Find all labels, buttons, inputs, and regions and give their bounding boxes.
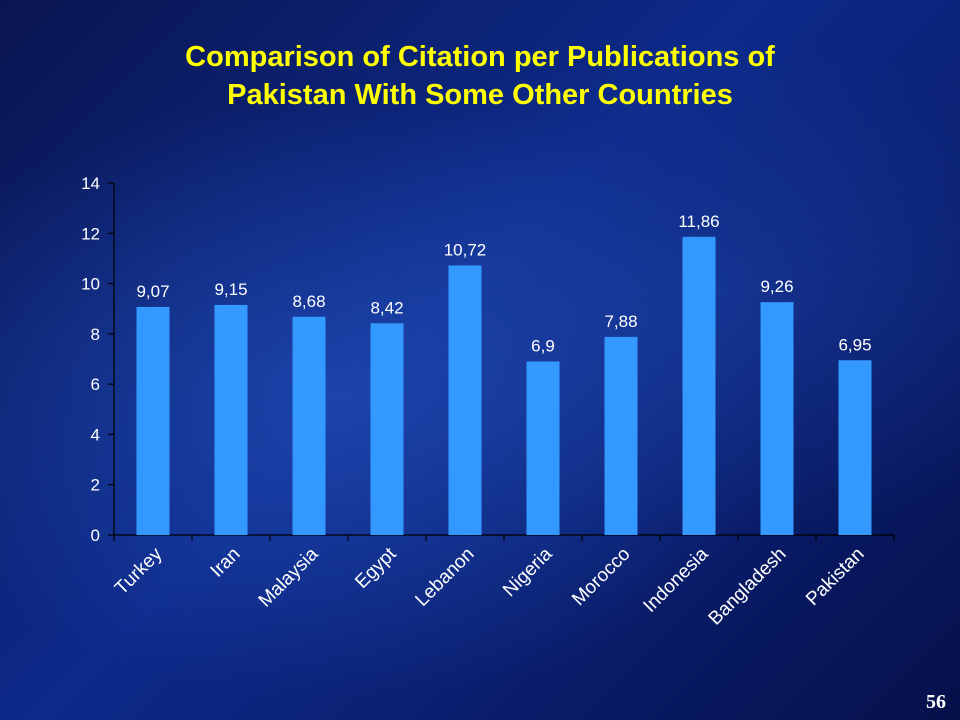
y-tick-label: 8 <box>91 325 100 344</box>
y-tick-label: 2 <box>91 476 100 495</box>
category-label-indonesia: Indonesia <box>639 543 712 616</box>
bar-malaysia <box>292 316 326 535</box>
bar-iran <box>214 304 248 535</box>
category-label-pakistan: Pakistan <box>802 544 868 610</box>
bar-nigeria <box>526 361 560 535</box>
data-label-lebanon: 10,72 <box>444 240 487 259</box>
bar-egypt <box>370 323 404 535</box>
bar-turkey <box>136 306 170 535</box>
slide-title: Comparison of Citation per Publications … <box>0 38 960 114</box>
bar-pakistan <box>838 360 872 535</box>
bar-bangladesh <box>760 302 794 535</box>
data-label-bangladesh: 9,26 <box>760 277 793 296</box>
category-label-lebanon: Lebanon <box>411 544 478 611</box>
data-label-morocco: 7,88 <box>604 312 637 331</box>
y-tick-label: 4 <box>91 425 100 444</box>
category-label-morocco: Morocco <box>568 544 634 610</box>
y-tick-label: 12 <box>81 224 100 243</box>
bar-lebanon <box>448 265 482 535</box>
data-label-iran: 9,15 <box>214 280 247 299</box>
y-tick-label: 6 <box>91 375 100 394</box>
category-label-bangladesh: Bangladesh <box>705 544 791 630</box>
data-label-malaysia: 8,68 <box>292 292 325 311</box>
y-tick-label: 10 <box>81 275 100 294</box>
page-number: 56 <box>926 691 946 713</box>
bar-morocco <box>604 336 638 535</box>
title-line-1: Comparison of Citation per Publications … <box>185 41 775 73</box>
bar-indonesia <box>682 236 716 535</box>
category-label-egypt: Egypt <box>351 543 401 593</box>
y-tick-label: 14 <box>81 174 100 193</box>
data-label-indonesia: 11,86 <box>678 212 719 231</box>
category-label-turkey: Turkey <box>111 543 167 599</box>
category-label-nigeria: Nigeria <box>499 543 557 601</box>
y-tick-label: 0 <box>91 526 100 545</box>
category-label-iran: Iran <box>207 544 245 582</box>
data-label-turkey: 9,07 <box>136 282 169 301</box>
category-label-malaysia: Malaysia <box>255 543 323 611</box>
data-label-egypt: 8,42 <box>370 298 403 317</box>
data-label-pakistan: 6,95 <box>838 335 871 354</box>
title-line-2: Pakistan With Some Other Countries <box>227 79 733 111</box>
data-label-nigeria: 6,9 <box>531 337 555 356</box>
